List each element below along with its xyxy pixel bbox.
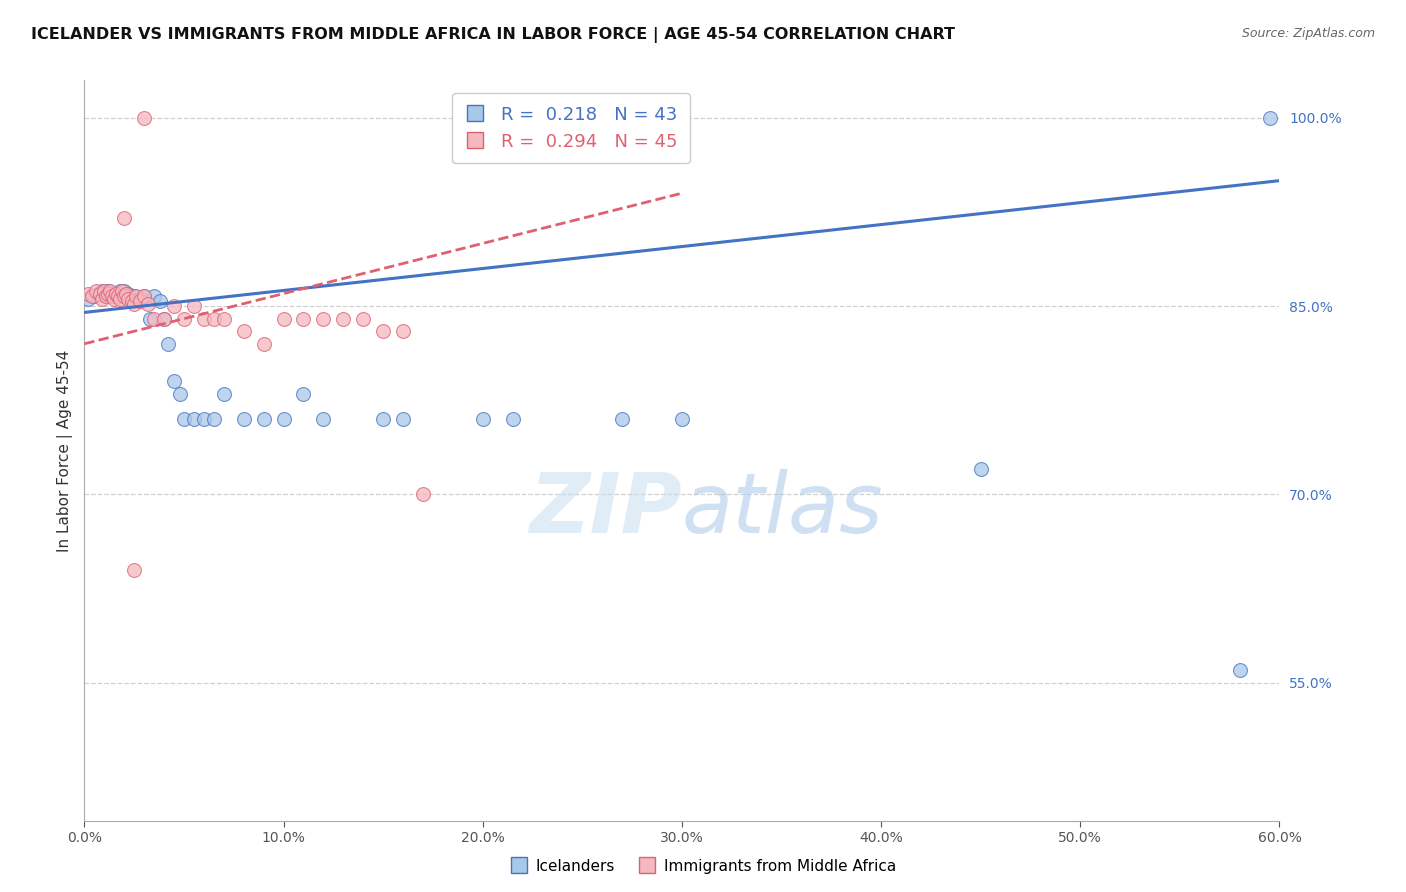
Point [202,311,225,326]
Point [93,286,115,301]
Point [93,284,115,298]
Point [101,289,124,303]
Point [392,412,415,426]
Text: ICELANDER VS IMMIGRANTS FROM MIDDLE AFRICA IN LABOR FORCE | AGE 45-54 CORRELATIO: ICELANDER VS IMMIGRANTS FROM MIDDLE AFRI… [31,27,955,43]
Point [193,311,215,326]
Point [86,284,108,298]
Text: ZIP: ZIP [529,469,682,550]
Point [163,375,186,389]
Point [97,286,120,301]
Point [373,412,395,426]
Point [91,292,114,306]
Point [253,412,276,426]
Point [77,286,100,301]
Point [96,289,118,303]
Point [83,289,105,303]
Point [970,462,993,476]
Point [121,294,143,309]
Point [183,299,205,313]
Legend: R =  0.218   N = 43, R =  0.294   N = 45: R = 0.218 N = 43, R = 0.294 N = 45 [451,93,690,163]
Point [193,412,215,426]
Text: atlas: atlas [682,469,883,550]
Point [110,284,132,298]
Point [273,311,295,326]
Point [105,289,128,303]
Point [143,311,166,326]
Point [373,324,395,338]
Point [132,289,156,303]
Point [112,289,135,303]
Point [115,286,138,301]
Point [183,412,205,426]
Point [132,289,156,303]
Point [412,487,434,501]
Point [82,289,104,303]
Legend: Icelanders, Immigrants from Middle Africa: Icelanders, Immigrants from Middle Afric… [503,853,903,880]
Point [125,289,148,303]
Point [105,286,128,301]
Point [232,412,254,426]
Point [129,292,152,306]
Point [352,311,374,326]
Point [98,284,121,298]
Point [97,284,120,298]
Point [112,211,135,226]
Point [1258,111,1281,125]
Point [312,311,335,326]
Point [671,412,693,426]
Point [111,284,134,298]
Point [117,286,139,301]
Point [173,412,195,426]
Point [173,311,195,326]
Point [96,289,118,303]
Point [149,294,172,309]
Point [91,284,114,298]
Point [89,286,111,301]
Point [163,299,186,313]
Point [292,387,315,401]
Y-axis label: In Labor Force | Age 45-54: In Labor Force | Age 45-54 [58,350,73,551]
Point [122,289,145,303]
Point [332,311,354,326]
Point [110,292,132,306]
Point [132,111,156,125]
Point [292,311,315,326]
Point [212,311,235,326]
Text: Source: ZipAtlas.com: Source: ZipAtlas.com [1241,27,1375,40]
Point [253,336,276,351]
Point [129,294,152,309]
Point [202,412,225,426]
Point [103,286,125,301]
Point [122,296,145,310]
Point [471,412,494,426]
Point [98,286,121,301]
Point [139,311,162,326]
Point [232,324,254,338]
Point [87,286,110,301]
Point [153,311,176,326]
Point [117,292,139,306]
Point [392,324,415,338]
Point [103,292,125,306]
Point [1229,663,1251,677]
Point [169,387,191,401]
Point [153,311,176,326]
Point [612,412,634,426]
Point [143,289,166,303]
Point [107,289,129,303]
Point [212,387,235,401]
Point [273,412,295,426]
Point [312,412,335,426]
Point [157,336,180,351]
Point [122,563,145,577]
Point [502,412,524,426]
Point [77,292,100,306]
Point [112,284,135,298]
Point [136,296,159,310]
Point [101,289,124,303]
